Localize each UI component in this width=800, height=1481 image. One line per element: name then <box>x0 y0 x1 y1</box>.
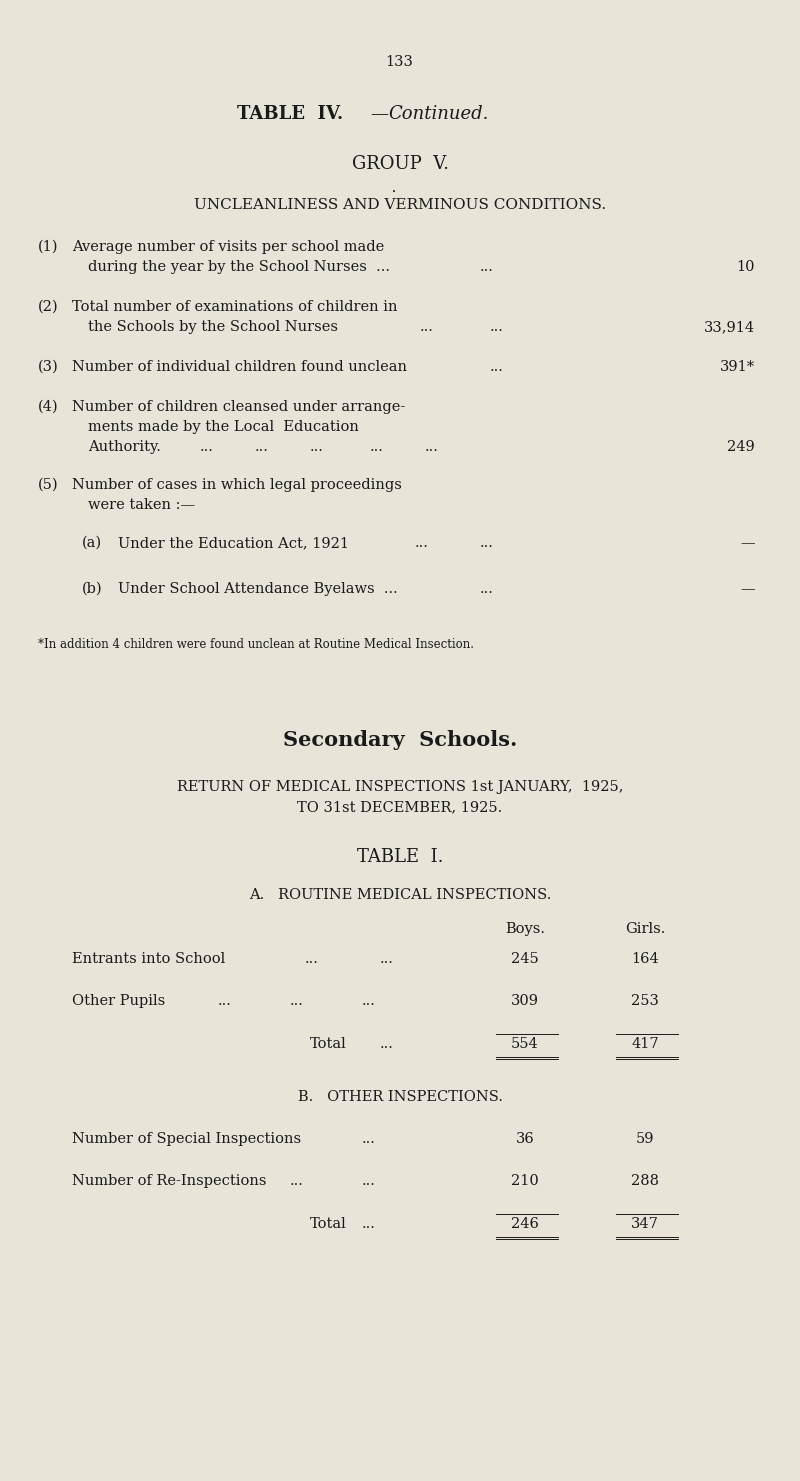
Text: ...: ... <box>362 994 376 1009</box>
Text: 246: 246 <box>511 1217 539 1231</box>
Text: ...: ... <box>425 440 439 455</box>
Text: (b): (b) <box>82 582 102 595</box>
Text: 309: 309 <box>511 994 539 1009</box>
Text: ...: ... <box>370 440 384 455</box>
Text: ...: ... <box>362 1174 376 1188</box>
Text: —: — <box>370 105 388 123</box>
Text: Entrants into School: Entrants into School <box>72 952 226 966</box>
Text: ...: ... <box>290 1174 304 1188</box>
Text: Authority.: Authority. <box>88 440 161 455</box>
Text: Average number of visits per school made: Average number of visits per school made <box>72 240 384 255</box>
Text: A.   ROUTINE MEDICAL INSPECTIONS.: A. ROUTINE MEDICAL INSPECTIONS. <box>249 889 551 902</box>
Text: 245: 245 <box>511 952 539 966</box>
Text: ...: ... <box>490 320 504 335</box>
Text: ...: ... <box>362 1131 376 1146</box>
Text: 288: 288 <box>631 1174 659 1188</box>
Text: ...: ... <box>415 536 429 549</box>
Text: Total: Total <box>310 1037 346 1052</box>
Text: 249: 249 <box>727 440 755 455</box>
Text: B.   OTHER INSPECTIONS.: B. OTHER INSPECTIONS. <box>298 1090 502 1103</box>
Text: ...: ... <box>490 360 504 375</box>
Text: ...: ... <box>480 582 494 595</box>
Text: Other Pupils: Other Pupils <box>72 994 166 1009</box>
Text: —: — <box>740 536 755 549</box>
Text: were taken :—: were taken :— <box>88 498 195 512</box>
Text: (5): (5) <box>38 478 58 492</box>
Text: 253: 253 <box>631 994 659 1009</box>
Text: Continued.: Continued. <box>388 105 488 123</box>
Text: 59: 59 <box>636 1131 654 1146</box>
Text: Secondary  Schools.: Secondary Schools. <box>283 730 517 749</box>
Text: (4): (4) <box>38 400 58 415</box>
Text: ...: ... <box>310 440 324 455</box>
Text: ...: ... <box>380 952 394 966</box>
Text: ments made by the Local  Education: ments made by the Local Education <box>88 421 359 434</box>
Text: ...: ... <box>480 536 494 549</box>
Text: RETURN OF MEDICAL INSPECTIONS 1st JANUARY,  1925,: RETURN OF MEDICAL INSPECTIONS 1st JANUAR… <box>177 780 623 794</box>
Text: Number of children cleansed under arrange-: Number of children cleansed under arrang… <box>72 400 406 415</box>
Text: TO 31st DECEMBER, 1925.: TO 31st DECEMBER, 1925. <box>298 800 502 815</box>
Text: 391*: 391* <box>720 360 755 375</box>
Text: 36: 36 <box>516 1131 534 1146</box>
Text: 554: 554 <box>511 1037 539 1052</box>
Text: (1): (1) <box>38 240 58 255</box>
Text: 164: 164 <box>631 952 659 966</box>
Text: (3): (3) <box>38 360 58 375</box>
Text: Total: Total <box>310 1217 346 1231</box>
Text: (a): (a) <box>82 536 102 549</box>
Text: 133: 133 <box>385 55 413 70</box>
Text: Under School Attendance Byelaws  ...: Under School Attendance Byelaws ... <box>118 582 398 595</box>
Text: GROUP  V.: GROUP V. <box>351 156 449 173</box>
Text: (2): (2) <box>38 301 58 314</box>
Text: Number of individual children found unclean: Number of individual children found uncl… <box>72 360 407 375</box>
Text: the Schools by the School Nurses: the Schools by the School Nurses <box>88 320 338 335</box>
Text: ...: ... <box>290 994 304 1009</box>
Text: during the year by the School Nurses  ...: during the year by the School Nurses ... <box>88 261 390 274</box>
Text: Under the Education Act, 1921: Under the Education Act, 1921 <box>118 536 349 549</box>
Text: Number of Special Inspections: Number of Special Inspections <box>72 1131 301 1146</box>
Text: 10: 10 <box>737 261 755 274</box>
Text: ...: ... <box>380 1037 394 1052</box>
Text: 33,914: 33,914 <box>704 320 755 335</box>
Text: ...: ... <box>218 994 232 1009</box>
Text: Number of Re-Inspections: Number of Re-Inspections <box>72 1174 266 1188</box>
Text: ...: ... <box>305 952 319 966</box>
Text: *In addition 4 children were found unclean at Routine Medical Insection.: *In addition 4 children were found uncle… <box>38 638 474 652</box>
Text: Girls.: Girls. <box>625 923 665 936</box>
Text: ...: ... <box>255 440 269 455</box>
Text: ...: ... <box>480 261 494 274</box>
Text: Total number of examinations of children in: Total number of examinations of children… <box>72 301 398 314</box>
Text: TABLE  IV.: TABLE IV. <box>237 105 343 123</box>
Text: TABLE  I.: TABLE I. <box>357 849 443 866</box>
Text: •: • <box>392 188 396 195</box>
Text: Boys.: Boys. <box>505 923 545 936</box>
Text: Number of cases in which legal proceedings: Number of cases in which legal proceedin… <box>72 478 402 492</box>
Text: ...: ... <box>362 1217 376 1231</box>
Text: UNCLEANLINESS AND VERMINOUS CONDITIONS.: UNCLEANLINESS AND VERMINOUS CONDITIONS. <box>194 198 606 212</box>
Text: 417: 417 <box>631 1037 659 1052</box>
Text: ...: ... <box>420 320 434 335</box>
Text: 347: 347 <box>631 1217 659 1231</box>
Text: ...: ... <box>200 440 214 455</box>
Text: 210: 210 <box>511 1174 539 1188</box>
Text: —: — <box>740 582 755 595</box>
